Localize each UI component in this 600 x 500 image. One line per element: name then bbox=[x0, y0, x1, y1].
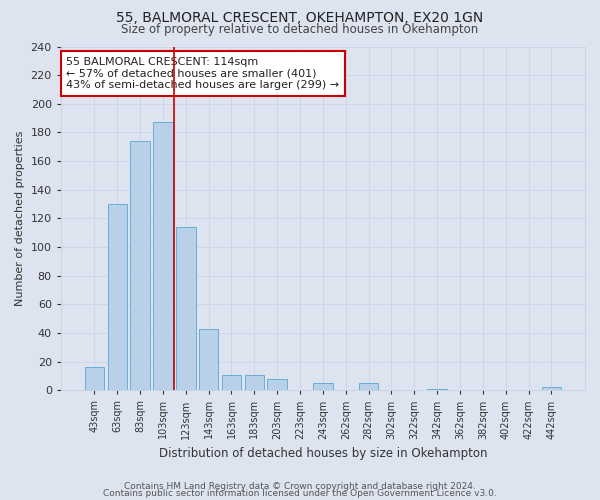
Bar bbox=[245, 374, 264, 390]
Bar bbox=[85, 368, 104, 390]
Bar bbox=[268, 379, 287, 390]
Bar bbox=[427, 389, 447, 390]
Bar bbox=[199, 328, 218, 390]
Bar bbox=[107, 204, 127, 390]
Text: 55, BALMORAL CRESCENT, OKEHAMPTON, EX20 1GN: 55, BALMORAL CRESCENT, OKEHAMPTON, EX20 … bbox=[116, 11, 484, 25]
Bar bbox=[130, 141, 150, 390]
Y-axis label: Number of detached properties: Number of detached properties bbox=[15, 130, 25, 306]
Bar bbox=[542, 388, 561, 390]
Bar bbox=[359, 383, 379, 390]
Text: 55 BALMORAL CRESCENT: 114sqm
← 57% of detached houses are smaller (401)
43% of s: 55 BALMORAL CRESCENT: 114sqm ← 57% of de… bbox=[66, 57, 339, 90]
Bar bbox=[222, 374, 241, 390]
Text: Contains HM Land Registry data © Crown copyright and database right 2024.: Contains HM Land Registry data © Crown c… bbox=[124, 482, 476, 491]
Bar bbox=[153, 122, 173, 390]
Text: Contains public sector information licensed under the Open Government Licence v3: Contains public sector information licen… bbox=[103, 489, 497, 498]
X-axis label: Distribution of detached houses by size in Okehampton: Distribution of detached houses by size … bbox=[158, 447, 487, 460]
Bar bbox=[176, 227, 196, 390]
Text: Size of property relative to detached houses in Okehampton: Size of property relative to detached ho… bbox=[121, 22, 479, 36]
Bar bbox=[313, 383, 332, 390]
